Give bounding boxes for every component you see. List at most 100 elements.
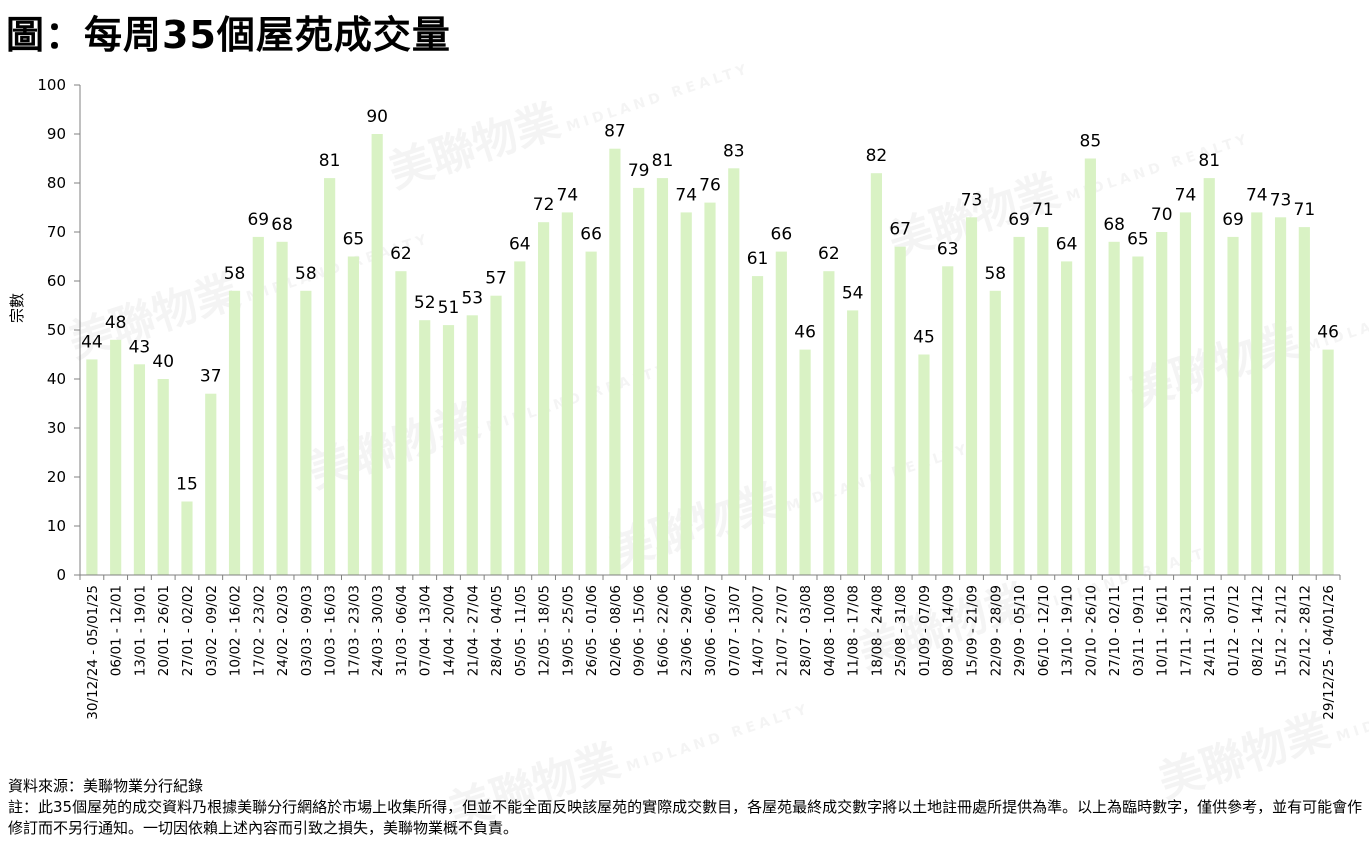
- data-label: 74: [1175, 185, 1197, 205]
- x-tick-label: 28/07 - 03/08: [798, 585, 814, 676]
- data-label: 15: [176, 475, 198, 495]
- y-tick-label: 90: [47, 125, 66, 143]
- bar: [466, 315, 478, 575]
- x-tick-label: 10/02 - 16/02: [228, 585, 244, 676]
- bar: [1013, 236, 1025, 575]
- x-tick-label: 13/10 - 19/10: [1060, 585, 1076, 676]
- x-tick-label: 17/02 - 23/02: [251, 585, 267, 676]
- x-tick-label: 01/12 - 07/12: [1226, 585, 1242, 676]
- x-axis: 30/12/24 - 05/01/25 06/01 - 12/01 13/01 - …: [79, 574, 1341, 720]
- y-tick-label: 0: [56, 566, 66, 584]
- data-label: 82: [866, 146, 888, 166]
- bar: [894, 246, 906, 575]
- x-tick-label: 21/07 - 27/07: [774, 585, 790, 676]
- data-label: 65: [1127, 230, 1149, 250]
- x-tick-label: 03/02 - 09/02: [204, 585, 220, 676]
- bar: [728, 168, 740, 576]
- y-tick-label: 10: [47, 517, 66, 535]
- data-label: 48: [105, 313, 127, 333]
- bar: [110, 339, 122, 575]
- y-tick-label: 100: [37, 76, 66, 94]
- x-tick-label: 13/01 - 19/01: [132, 585, 148, 676]
- bar: [942, 266, 954, 575]
- x-tick-label: 26/05 - 01/06: [584, 585, 600, 676]
- bar: [965, 217, 978, 576]
- bar: [680, 212, 692, 575]
- data-label: 81: [652, 151, 674, 171]
- bar: [300, 290, 312, 575]
- bar: [1156, 232, 1168, 575]
- bar: [1322, 349, 1334, 575]
- data-label: 64: [509, 234, 531, 254]
- x-tick-label: 01/09 - 07/09: [917, 585, 933, 676]
- data-label: 46: [794, 323, 816, 343]
- y-tick-label: 60: [47, 272, 66, 290]
- bar: [205, 393, 217, 575]
- data-label: 70: [1151, 205, 1173, 225]
- x-tick-label: 27/10 - 02/11: [1107, 585, 1123, 676]
- x-tick-label: 25/08 - 31/08: [893, 585, 909, 676]
- disclaimer: 註：此35個屋苑的成交資料乃根據美聯分行網絡於市場上收集所得，但並不能全面反映該…: [8, 798, 1363, 837]
- bar: [347, 256, 359, 575]
- data-label: 69: [247, 210, 269, 230]
- bar: [1227, 236, 1239, 575]
- bar: [1203, 178, 1215, 575]
- bar: [324, 178, 336, 575]
- x-tick-label: 23/06 - 29/06: [679, 585, 695, 676]
- bar: [157, 379, 169, 575]
- bar: [371, 134, 383, 575]
- x-tick-label: 07/07 - 13/07: [727, 585, 743, 676]
- data-label: 83: [723, 141, 745, 161]
- bar: [704, 202, 716, 575]
- data-label: 37: [200, 367, 222, 387]
- data-label: 69: [1008, 210, 1030, 230]
- data-label: 66: [771, 225, 793, 245]
- x-tick-label: 24/11 - 30/11: [1202, 585, 1218, 676]
- data-label: 63: [937, 239, 959, 259]
- data-label: 68: [1103, 215, 1125, 235]
- bar: [1179, 212, 1192, 575]
- bar: [1037, 227, 1049, 575]
- data-label: 58: [984, 264, 1006, 284]
- x-tick-label: 12/05 - 18/05: [537, 585, 553, 676]
- bar: [490, 295, 502, 575]
- data-label: 65: [343, 230, 365, 250]
- data-label: 74: [557, 185, 579, 205]
- bar: [252, 236, 264, 575]
- bar: [1298, 227, 1310, 575]
- bar: [585, 251, 597, 575]
- data-label: 62: [390, 244, 412, 264]
- data-label: 58: [295, 264, 317, 284]
- bar: [847, 310, 859, 575]
- y-tick-label: 20: [47, 468, 66, 486]
- x-tick-label: 17/03 - 23/03: [346, 585, 362, 676]
- x-tick-label: 15/09 - 21/09: [965, 585, 981, 676]
- data-label: 67: [889, 220, 911, 240]
- x-tick-label: 28/04 - 04/05: [489, 585, 505, 676]
- data-label: 69: [1222, 210, 1244, 230]
- bar: [442, 325, 455, 575]
- x-tick-label: 11/08 - 17/08: [846, 585, 862, 676]
- notes: 資料來源：美聯物業分行紀錄 註：此35個屋苑的成交資料乃根據美聯分行網絡於市場上…: [8, 776, 1363, 839]
- x-tick-label: 30/12/24 - 05/01/25: [85, 585, 101, 720]
- data-label: 71: [1294, 200, 1316, 220]
- bar: [1061, 261, 1073, 575]
- bar: [537, 222, 550, 575]
- bar: [181, 501, 193, 575]
- data-label: 71: [1032, 200, 1054, 220]
- y-tick-label: 70: [47, 223, 66, 241]
- x-tick-label: 10/03 - 16/03: [323, 585, 339, 676]
- data-label: 79: [628, 161, 650, 181]
- data-label: 58: [224, 264, 246, 284]
- x-tick-label: 31/03 - 06/04: [394, 585, 410, 676]
- x-tick-label: 24/02 - 02/03: [275, 585, 291, 676]
- bar: [751, 276, 764, 575]
- data-label: 81: [319, 151, 341, 171]
- bar: [86, 359, 98, 575]
- data-label: 62: [818, 244, 840, 264]
- data-label: 51: [438, 298, 460, 318]
- data-label: 43: [129, 337, 151, 357]
- data-label: 73: [961, 190, 983, 210]
